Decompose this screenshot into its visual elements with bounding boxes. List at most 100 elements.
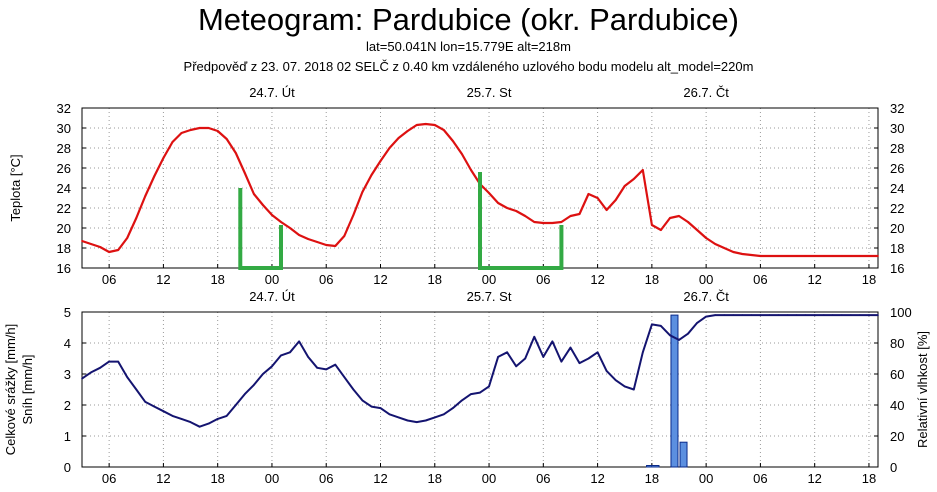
humidity-point — [696, 322, 698, 324]
temp-xtick-label: 18 — [862, 272, 876, 287]
temperature-point — [732, 251, 735, 253]
precip-ytick-left: 3 — [64, 367, 71, 382]
humidity-point — [723, 314, 726, 316]
humidity-point — [777, 314, 780, 316]
humidity-point — [623, 385, 626, 388]
humidity-point — [868, 314, 870, 316]
humidity-ytick-right: 40 — [890, 398, 904, 413]
temp-ytick-left: 20 — [57, 221, 71, 236]
humidity-point — [244, 393, 246, 395]
humidity-point — [379, 407, 382, 409]
humidity-point — [461, 399, 463, 402]
temperature-point — [180, 132, 183, 134]
temperature-point — [533, 221, 536, 223]
humidity-point — [207, 422, 210, 425]
humidity-point — [768, 314, 771, 316]
temperature-point — [171, 141, 174, 143]
precip-panel-grid — [82, 311, 878, 468]
temperature-point — [859, 255, 861, 257]
temperature-point — [397, 137, 400, 139]
temperature-point — [669, 217, 671, 219]
humidity-ytick-right: 100 — [890, 305, 912, 320]
precip-xtick-label: 18 — [645, 471, 659, 486]
humidity-point — [497, 356, 499, 358]
temperature-point — [216, 130, 219, 132]
humidity-point — [859, 314, 861, 316]
temperature-point — [81, 240, 83, 242]
humidity-ytick-right: 60 — [890, 367, 904, 382]
precip-ytick-left: 4 — [64, 336, 71, 351]
temperature-point — [632, 178, 635, 180]
temperature-point — [307, 238, 310, 240]
precip-ytick-left: 2 — [64, 398, 71, 413]
humidity-point — [343, 376, 346, 378]
temperature-point — [578, 213, 581, 215]
temp-xtick-label: 00 — [265, 272, 279, 287]
temperature-point — [849, 255, 852, 257]
temperature-point — [117, 249, 120, 251]
temperature-point — [623, 185, 626, 187]
humidity-point — [117, 360, 119, 363]
humidity-point — [660, 325, 662, 327]
temperature-point — [768, 255, 771, 257]
temperature-point — [705, 237, 708, 239]
temperature-point — [379, 160, 382, 162]
temperature-point — [243, 172, 246, 174]
temp-ytick-right: 26 — [890, 161, 904, 176]
forecast-subtitle: Předpověď z 23. 07. 2018 02 SELČ z 0.40 … — [183, 59, 754, 74]
precip-xtick-label: 00 — [482, 471, 496, 486]
humidity-point — [81, 377, 83, 380]
humidity-point — [651, 323, 653, 326]
temp-ytick-left: 26 — [57, 161, 71, 176]
temp-day-label: 24.7. Út — [249, 85, 295, 100]
temperature-point — [352, 214, 355, 216]
humidity-point — [162, 410, 165, 413]
humidity-point — [144, 401, 147, 403]
humidity-point — [90, 371, 92, 374]
temperature-point — [461, 153, 463, 155]
temp-xtick-label: 18 — [645, 272, 659, 287]
temp-ytick-left: 22 — [57, 201, 71, 216]
temperature-point — [198, 127, 201, 129]
humidity-point — [714, 314, 716, 316]
humidity-point — [289, 351, 291, 354]
humidity-point — [153, 405, 156, 408]
humidity-ytick-right: 0 — [890, 460, 897, 475]
temperature-point — [298, 234, 300, 236]
humidity-point — [443, 413, 445, 416]
temperature-point — [569, 215, 572, 217]
humidity-point — [397, 416, 400, 419]
humidity-point — [470, 393, 472, 395]
humidity-point — [524, 357, 527, 360]
humidity-point — [614, 379, 617, 382]
temperature-point — [868, 255, 870, 257]
humidity-point — [452, 407, 454, 409]
humidity-point — [578, 362, 581, 364]
temperature-point — [877, 255, 879, 257]
precip-xtick-label: 12 — [373, 471, 387, 486]
temperature-point — [135, 217, 138, 219]
temp-xtick-label: 00 — [482, 272, 496, 287]
temperature-point — [831, 255, 834, 257]
temperature-point — [99, 246, 101, 248]
coordinates-subtitle: lat=50.041N lon=15.779E alt=218m — [366, 39, 571, 54]
temperature-point — [415, 124, 418, 126]
temp-ytick-left: 24 — [57, 181, 71, 196]
precip-ylabel-total: Celkové srážky [mm/h] — [3, 324, 18, 455]
temperature-point — [506, 207, 509, 209]
temp-xtick-label: 06 — [102, 272, 116, 287]
humidity-point — [795, 314, 798, 316]
humidity-point — [198, 425, 201, 428]
humidity-point — [415, 421, 418, 423]
humidity-point — [406, 419, 409, 422]
humidity-point — [705, 315, 707, 318]
temperature-point — [614, 199, 617, 201]
humidity-point — [271, 365, 273, 368]
humidity-point — [126, 376, 129, 378]
temperature-point — [542, 222, 545, 224]
temperature-point — [750, 254, 753, 256]
highlight-bracket — [238, 188, 283, 270]
temperature-point — [361, 191, 364, 193]
temp-ytick-left: 30 — [57, 121, 71, 136]
humidity-point — [569, 346, 572, 349]
